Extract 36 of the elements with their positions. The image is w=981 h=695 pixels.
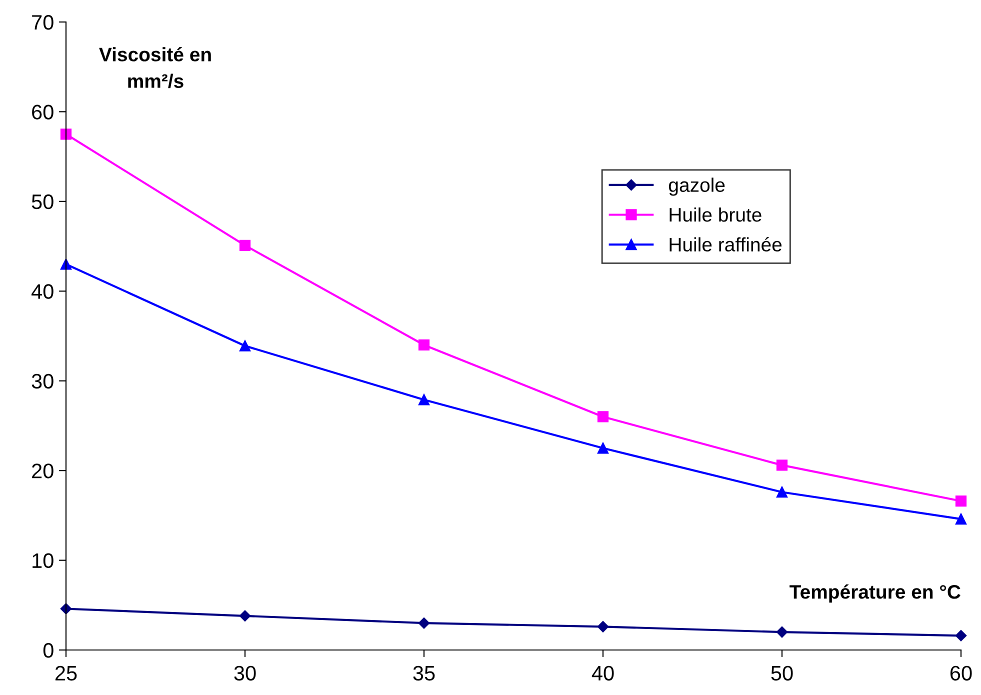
x-tick-label: 30: [234, 666, 256, 681]
y-tick-label: 70: [32, 15, 54, 30]
y-tick-label: 30: [32, 374, 54, 389]
point: [239, 240, 251, 251]
point: [418, 394, 430, 406]
y-tick-label: 20: [32, 464, 54, 478]
y-tick-label: 60: [32, 104, 54, 120]
point: [60, 603, 72, 614]
x-tick-label: 25: [55, 666, 77, 681]
x-tick-label: 60: [950, 666, 972, 681]
point: [239, 610, 251, 622]
point: [776, 486, 788, 498]
x-tick-label: 50: [771, 666, 793, 681]
y-tick-label: 40: [32, 284, 54, 299]
point: [60, 128, 72, 140]
point: [776, 626, 788, 638]
x-tick-label: 35: [413, 666, 435, 681]
y-tick-label: 0: [43, 643, 54, 658]
y-tick-label: 10: [32, 553, 54, 568]
legend-label: Huile raffinée: [670, 237, 782, 252]
point: [418, 339, 430, 351]
point: [239, 340, 251, 352]
x-tick-label: 40: [592, 666, 614, 681]
legend-label: Huile brute: [670, 207, 762, 222]
point: [597, 621, 609, 632]
y-tick-label: 50: [32, 194, 54, 210]
y-axis-title: Viscosité en mm²/s: [99, 46, 211, 88]
point: [955, 513, 967, 525]
point: [955, 496, 967, 507]
point: [597, 411, 609, 422]
x-axis-title: Température en °C: [790, 584, 960, 603]
point: [776, 460, 788, 471]
legend-label: gazole: [668, 178, 725, 196]
point: [418, 617, 430, 629]
point: [955, 630, 967, 642]
point: [597, 442, 609, 454]
